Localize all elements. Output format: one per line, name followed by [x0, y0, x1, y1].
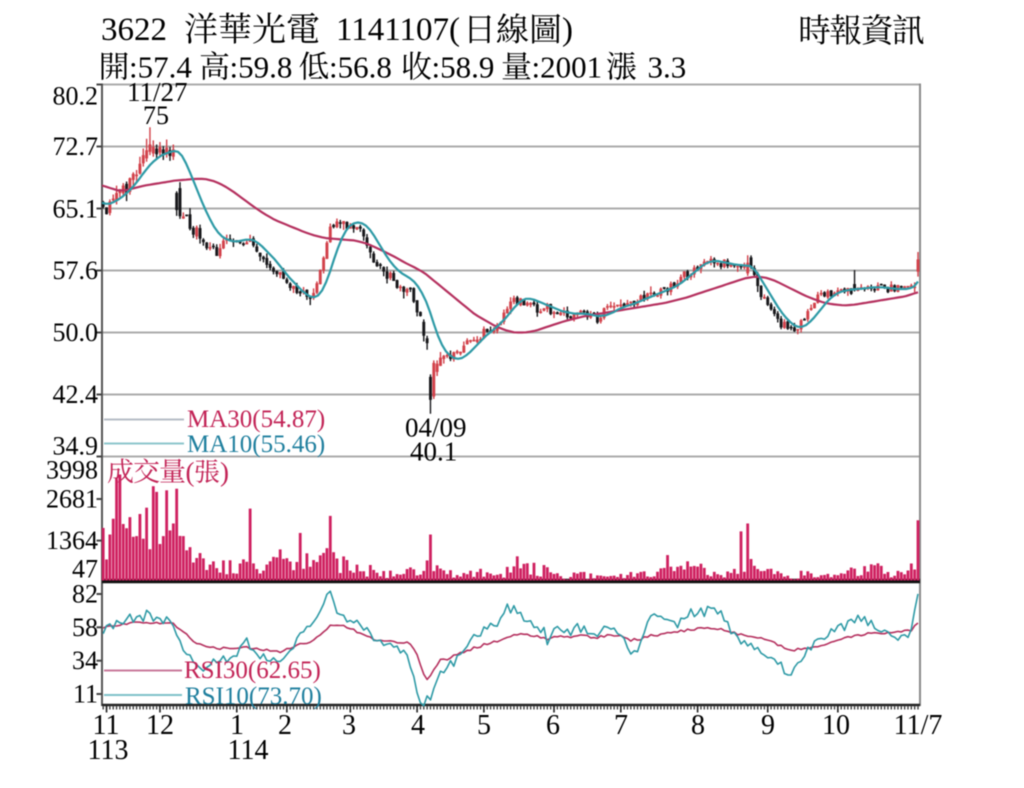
svg-text:1364: 1364: [46, 526, 98, 555]
svg-text:7: 7: [614, 710, 628, 741]
svg-text:42.4: 42.4: [53, 380, 99, 409]
svg-text:2681: 2681: [46, 485, 98, 514]
svg-text:8: 8: [691, 710, 705, 741]
svg-text:82: 82: [72, 580, 98, 609]
svg-text:RSI30(62.65): RSI30(62.65): [184, 657, 321, 684]
svg-text:11: 11: [73, 680, 98, 709]
svg-text:50.0: 50.0: [53, 318, 99, 347]
svg-text:9: 9: [761, 710, 775, 741]
svg-text:114: 114: [228, 735, 269, 766]
svg-text:65.1: 65.1: [53, 195, 99, 224]
svg-text:11/7: 11/7: [894, 710, 943, 741]
svg-text:(: (: [186, 457, 195, 487]
svg-text:04/09: 04/09: [405, 413, 467, 443]
svg-text:113: 113: [88, 735, 129, 766]
svg-text:3622: 3622: [101, 12, 167, 48]
svg-text:34.9: 34.9: [53, 432, 99, 461]
svg-text:RSI10(73.70): RSI10(73.70): [185, 683, 322, 710]
svg-text:12: 12: [146, 710, 174, 741]
svg-text::57.4: :57.4: [129, 50, 192, 85]
svg-text::58.9: :58.9: [432, 50, 495, 85]
svg-text:40.1: 40.1: [410, 437, 457, 467]
svg-text:1141107(: 1141107(: [336, 12, 460, 48]
svg-text:58: 58: [72, 613, 98, 642]
svg-text::59.8: :59.8: [230, 50, 293, 85]
svg-text:): ): [220, 457, 229, 487]
svg-text::56.8: :56.8: [329, 50, 392, 85]
svg-text:72.7: 72.7: [53, 132, 99, 161]
svg-text:11: 11: [93, 710, 120, 741]
svg-text:5: 5: [477, 710, 491, 741]
svg-text:): ): [562, 12, 573, 48]
svg-text:57.6: 57.6: [53, 256, 99, 285]
svg-text:6: 6: [546, 710, 560, 741]
svg-text:80.2: 80.2: [53, 82, 99, 111]
svg-text:10: 10: [822, 710, 850, 741]
svg-text:34: 34: [72, 646, 98, 675]
svg-text:2: 2: [278, 710, 292, 741]
svg-text:MA30(54.87): MA30(54.87): [187, 406, 325, 433]
svg-text::2001: :2001: [532, 50, 603, 85]
svg-text:3.3: 3.3: [648, 50, 687, 85]
svg-text:11/27: 11/27: [127, 77, 188, 107]
svg-text:3998: 3998: [46, 456, 98, 485]
svg-text:4: 4: [411, 710, 425, 741]
svg-text:3: 3: [342, 710, 356, 741]
svg-text:MA10(55.46): MA10(55.46): [187, 431, 325, 458]
svg-text:1: 1: [230, 710, 244, 741]
svg-text:47: 47: [72, 555, 98, 584]
svg-text:75: 75: [143, 101, 169, 130]
